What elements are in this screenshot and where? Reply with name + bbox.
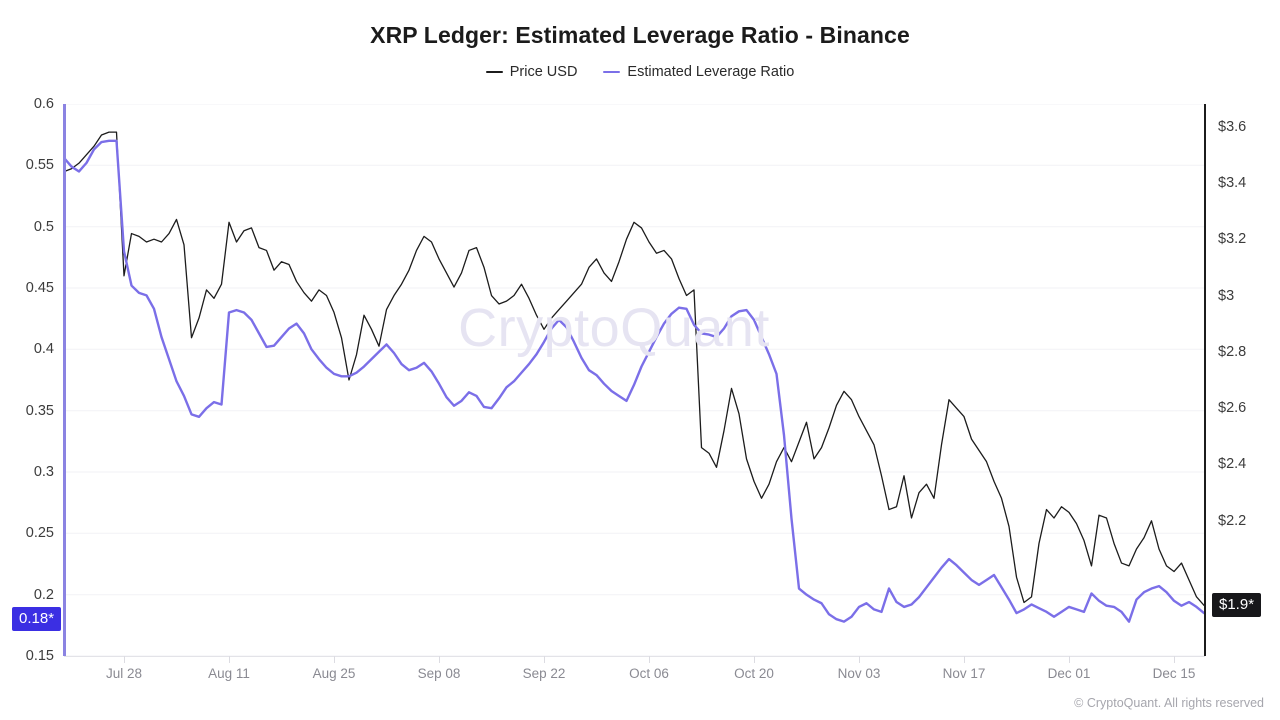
x-axis-tick-label: Dec 15 — [1152, 666, 1196, 681]
chart-legend: Price USD Estimated Leverage Ratio — [0, 64, 1280, 80]
y-axis-right-tick-label: $2.2 — [1218, 512, 1247, 529]
legend-swatch-price — [485, 71, 503, 73]
x-axis-tick-label: Sep 08 — [417, 666, 461, 681]
x-axis-tick-label: Nov 17 — [942, 666, 986, 681]
y-axis-left-tick-label: 0.5 — [33, 218, 54, 235]
page-title: XRP Ledger: Estimated Leverage Ratio - B… — [370, 22, 910, 48]
x-axis-tick-mark — [649, 656, 650, 663]
x-axis-tick-label: Oct 20 — [734, 666, 774, 681]
status-badge-price: $1.9* — [1212, 593, 1262, 618]
y-axis-left-tick-label: 0.3 — [33, 464, 54, 480]
x-axis-tick-label: Dec 01 — [1047, 666, 1091, 681]
x-axis-tick-label: Aug 11 — [208, 666, 250, 681]
y-axis-left-tick-label: 0.4 — [33, 341, 54, 358]
legend-item-price[interactable]: Price USD — [485, 64, 578, 80]
legend-label-price: Price USD — [509, 64, 578, 80]
y-axis-right-tick-label: $3 — [1218, 287, 1235, 304]
y-axis-right-tick-label: $2.4 — [1218, 456, 1247, 473]
copyright-note: © CryptoQuant. All rights reserved — [1074, 696, 1264, 710]
x-axis-tick-mark — [1174, 656, 1175, 663]
status-badge-leverage: 0.18* — [12, 607, 62, 632]
x-axis-tick-mark — [229, 656, 230, 663]
x-axis-tick-mark — [859, 656, 860, 663]
y-axis-left-tick-label: 0.35 — [25, 402, 54, 419]
x-axis-tick-mark — [544, 656, 545, 663]
x-axis-tick-label: Sep 22 — [522, 666, 566, 681]
x-axis-tick-mark — [964, 656, 965, 663]
y-axis-left-line — [63, 104, 66, 656]
y-axis-right-tick-label: $2.6 — [1218, 400, 1247, 417]
x-axis-tick-label: Jul 28 — [105, 666, 143, 681]
y-axis-left-tick-label: 0.2 — [33, 586, 54, 603]
plot-area[interactable]: CryptoQuant — [64, 104, 1204, 656]
y-axis-left-tick-label: 0.6 — [33, 96, 54, 112]
y-axis-right-tick-label: $3.6 — [1218, 118, 1247, 135]
y-axis-left-tick-label: 0.55 — [25, 157, 54, 174]
x-axis-tick-mark — [754, 656, 755, 663]
x-axis-tick-label: Nov 03 — [837, 666, 881, 681]
legend-item-leverage[interactable]: Estimated Leverage Ratio — [603, 64, 794, 80]
x-axis-tick-label: Aug 25 — [312, 666, 356, 681]
legend-label-leverage: Estimated Leverage Ratio — [627, 64, 795, 80]
y-axis-right-line — [1204, 104, 1206, 656]
y-axis-right-tick-label: $2.8 — [1218, 343, 1247, 360]
y-axis-right-tick-label: $3.4 — [1218, 174, 1247, 191]
x-axis-tick-mark — [439, 656, 440, 663]
y-axis-right-tick-label: $3.2 — [1218, 231, 1247, 248]
x-axis-tick-mark — [124, 656, 125, 663]
x-axis-tick-label: Oct 06 — [629, 666, 669, 681]
y-axis-left-tick-label: 0.45 — [25, 280, 54, 296]
x-axis-line — [64, 656, 1205, 657]
y-axis-left-tick-label: 0.15 — [25, 648, 54, 664]
x-axis-tick-mark — [1069, 656, 1070, 663]
legend-swatch-leverage — [603, 71, 621, 73]
chart-canvas — [64, 104, 1204, 656]
y-axis-left-tick-label: 0.25 — [25, 525, 54, 542]
x-axis-tick-mark — [334, 656, 335, 663]
